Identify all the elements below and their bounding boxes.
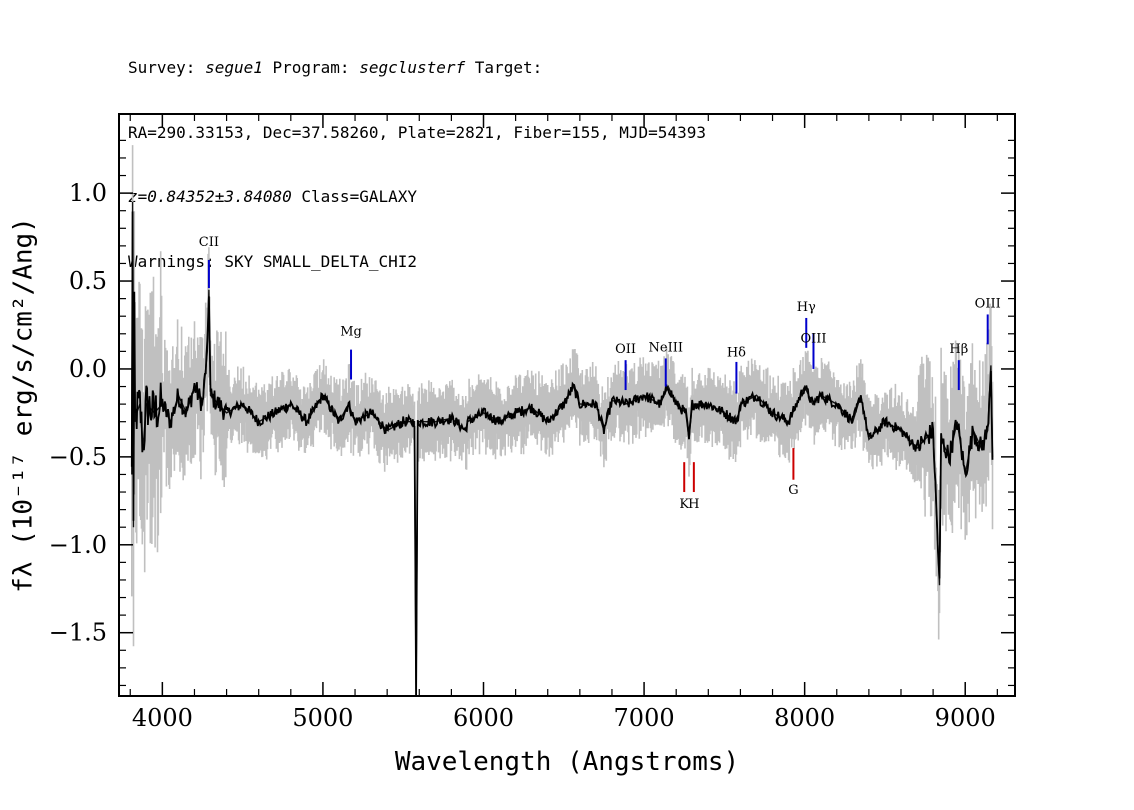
x-tick-label: 6000: [453, 704, 514, 732]
flux-data-points: [131, 201, 994, 697]
spectral-line-markers: CII Mg OII NeIII Hδ Hγ OIII Hβ OIII K H G: [199, 235, 1001, 512]
spectral-line-label: Mg: [340, 325, 362, 340]
y-tick-label: 1.0: [69, 179, 107, 207]
y-tick-label: 0.5: [69, 267, 107, 295]
x-tick-label: 8000: [774, 704, 835, 732]
header-redshift-line: z=0.84352±3.84080 Class=GALAXY: [128, 186, 706, 208]
flux-line: [130, 211, 994, 697]
axes: 4000 5000 6000 7000 8000 9000 1.0 0.5 0.0 −0.5 −1.…: [49, 114, 1015, 732]
spectral-line-label: Hβ: [949, 342, 968, 357]
target-label: Target:: [465, 58, 543, 77]
y-tick-label: −0.5: [49, 443, 107, 471]
x-axis-title: Wavelength (Angstroms): [395, 747, 739, 777]
spectral-line-label: CII: [199, 235, 219, 250]
y-tick-label: 0.0: [69, 355, 107, 383]
spectral-line-label: H: [688, 497, 699, 512]
spectral-line-label: G: [788, 483, 798, 498]
survey-value: segue1: [205, 58, 263, 77]
survey-label: Survey:: [128, 58, 206, 77]
redshift-value: z=0.84352±3.84080: [128, 187, 292, 206]
flux-series: [130, 201, 994, 697]
spectral-line-label: Hγ: [797, 300, 816, 315]
class-value: Class=GALAXY: [291, 187, 417, 206]
program-label: Program:: [262, 58, 360, 77]
plot-frame: [118, 113, 1016, 697]
spectral-line-label: NeIII: [649, 340, 683, 355]
x-tick-label: 9000: [935, 704, 996, 732]
x-tick-label: 7000: [614, 704, 675, 732]
header-coordinates-line: RA=290.33153, Dec=37.58260, Plate=2821, …: [128, 122, 706, 142]
y-tick-label: −1.5: [49, 619, 107, 647]
y-tick-label: −1.0: [49, 531, 107, 559]
spectral-line-label: OIII: [975, 296, 1001, 311]
x-tick-label: 5000: [292, 704, 353, 732]
spectral-line-label: K: [679, 497, 689, 512]
header-warnings-line: Warnings: SKY SMALL_DELTA_CHI2: [128, 251, 417, 271]
spectral-line-label: OIII: [800, 332, 826, 347]
spectrum-header: Survey: segue1 Program: segclusterf Targ…: [128, 14, 706, 294]
y-axis-title: fλ (10⁻¹⁷ erg/s/cm²/Ang): [9, 217, 39, 593]
x-tick-label: 4000: [132, 704, 193, 732]
spectral-line-label: OII: [615, 342, 636, 357]
header-survey-line: Survey: segue1 Program: segclusterf Targ…: [128, 57, 706, 79]
program-value: segclusterf: [359, 58, 466, 77]
spectral-line-label: Hδ: [727, 346, 746, 361]
